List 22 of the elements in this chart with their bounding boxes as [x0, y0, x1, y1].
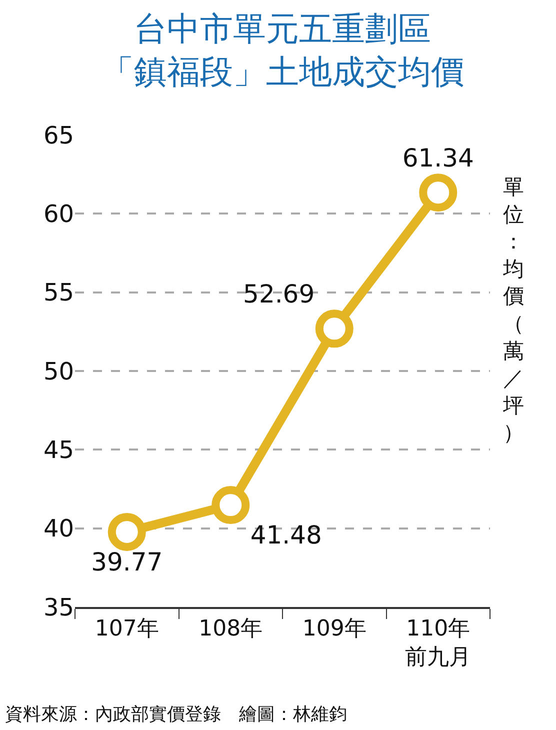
- x-tick-label: 108年: [198, 616, 263, 642]
- y-tick-label: 35: [43, 593, 74, 622]
- x-tick-label: 109年: [302, 616, 366, 642]
- x-tick-label: 107年: [94, 616, 159, 642]
- source-note: 資料來源：內政部實價登錄 繪圖：林維鈞: [5, 704, 347, 725]
- y-tick-label: 60: [43, 200, 74, 228]
- data-label: 52.69: [243, 280, 315, 309]
- x-tick-label: 110年前九月: [405, 616, 472, 670]
- text: 單位：均價（萬／坪）: [503, 175, 524, 445]
- y-tick-label: 45: [43, 436, 74, 464]
- data-label: 61.34: [402, 144, 474, 173]
- y-tick-label: 50: [43, 357, 74, 386]
- y-tick-label: 55: [43, 278, 74, 307]
- data-label: 39.77: [91, 547, 163, 576]
- y-tick-label: 65: [43, 121, 74, 150]
- chart-title: 台中市單元五重劃區「鎮福段」土地成交均價: [101, 9, 464, 92]
- point: [212, 486, 250, 524]
- point: [315, 310, 354, 348]
- data-label: 41.48: [250, 520, 322, 550]
- point: [108, 512, 146, 551]
- y-tick-label: 40: [43, 514, 74, 543]
- point: [419, 174, 458, 212]
